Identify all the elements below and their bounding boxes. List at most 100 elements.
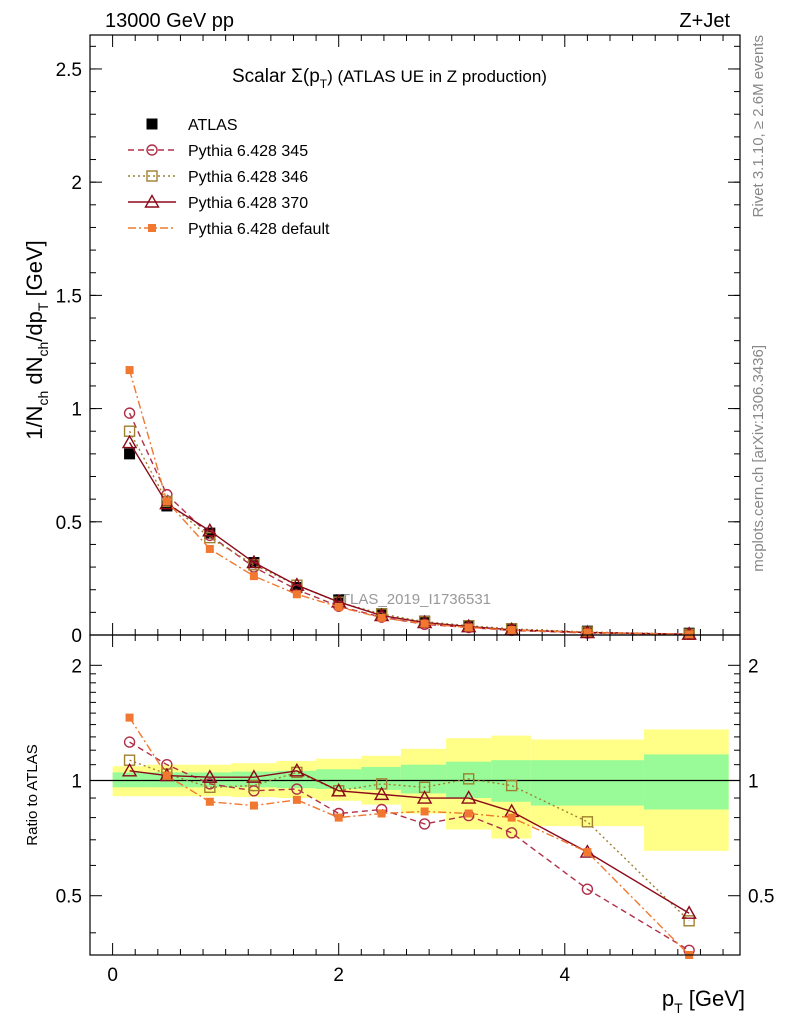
- process-label: Z+Jet: [679, 10, 730, 32]
- main-ylabel: 1/Nch dNch/dpT [GeV]: [22, 240, 51, 440]
- ratio-data-point: [460, 790, 477, 804]
- ratio-data-point: [162, 771, 171, 780]
- ratio-data-point: [125, 713, 134, 722]
- ratio-ytick-label: 0.5: [56, 887, 82, 908]
- xlabel: pT [GeV]: [662, 986, 745, 1016]
- legend-item: Pythia 6.428 370: [128, 194, 308, 212]
- ratio-data-point: [377, 809, 386, 818]
- main-data-point: [121, 434, 138, 449]
- ratio-band-inner: [231, 771, 277, 788]
- ratio-data-point: [330, 782, 347, 797]
- ratio-data-point: [418, 818, 431, 830]
- legend: ATLAS Pythia 6.428 345 Pythia 6.428 346 Pyt…: [128, 117, 330, 238]
- main-ytick-label: 0.5: [56, 513, 82, 534]
- main-data-point: [583, 628, 592, 637]
- main-data-point: [333, 594, 345, 606]
- main-data-point: [204, 531, 216, 544]
- main-data-point: [377, 613, 386, 622]
- ratio-xtick-label: 2: [333, 965, 344, 986]
- main-data-point: [124, 448, 136, 460]
- ratio-band-inner: [400, 764, 447, 794]
- ratio-band-inner: [316, 769, 362, 790]
- main-data-point: [685, 630, 694, 639]
- main-ytick-label: 1: [71, 400, 82, 421]
- ratio-data-point: [683, 915, 695, 927]
- ratio-data-point: [205, 797, 214, 806]
- ratio-data-point: [583, 848, 592, 857]
- ratio-series-pythia-6-428-default: [125, 713, 694, 959]
- ratio-band-inner: [643, 754, 729, 810]
- ratio-data-point: [462, 773, 475, 785]
- ratio-band-inner: [186, 772, 232, 788]
- main-data-point: [123, 407, 136, 419]
- legend-item: Pythia 6.428 346: [128, 169, 308, 186]
- ratio-data-point: [248, 779, 260, 792]
- main-data-point: [292, 590, 301, 599]
- ratio-ytick-label-right: 2: [748, 656, 759, 677]
- main-data-point: [334, 602, 343, 611]
- title-main: Scalar Σ(p: [232, 66, 320, 87]
- legend-item: Pythia 6.428 345: [128, 143, 308, 160]
- main-ylabel-text: 1/Nch dNch/dpT [GeV]: [22, 240, 51, 440]
- main-data-point: [291, 581, 303, 593]
- ratio-data-point: [334, 813, 343, 822]
- main-series: [121, 366, 697, 641]
- ratio-ytick-label-right: 0.5: [748, 887, 774, 908]
- ratio-series-line: [129, 741, 690, 951]
- title-sub: T: [320, 77, 328, 91]
- main-series-line: [128, 369, 690, 636]
- ratio-data-point: [289, 762, 305, 777]
- ratio-series-line: [128, 717, 690, 956]
- ratio-data-point: [416, 790, 433, 804]
- main-data-point: [162, 497, 171, 506]
- legend-label: Pythia 6.428 345: [188, 143, 308, 160]
- ratio-data-point: [202, 769, 218, 783]
- legend-marker: [146, 118, 158, 130]
- legend-item: Pythia 6.428 default: [128, 221, 330, 238]
- legend-marker: [148, 224, 156, 232]
- legend-marker: [144, 194, 160, 208]
- legend-label: ATLAS: [188, 117, 238, 134]
- mcplots-label: mcplots.cern.ch [arXiv:1306.3436]: [750, 345, 767, 572]
- ratio-data-point: [464, 809, 473, 818]
- ratio-data-point: [291, 783, 303, 795]
- main-data-point: [464, 623, 473, 632]
- legend-marker: [146, 144, 158, 156]
- legend-label: Pythia 6.428 370: [188, 195, 308, 212]
- main-data-point: [249, 572, 258, 581]
- legend-marker: [146, 170, 158, 182]
- ratio-xtick-label: 0: [107, 965, 118, 986]
- ratio-data-point: [292, 795, 301, 804]
- ratio-data-point: [373, 786, 390, 801]
- ratio-series-line: [129, 770, 690, 914]
- ratio-ytick-label: 2: [71, 656, 82, 677]
- ratio-data-point: [121, 762, 138, 777]
- main-series-pythia-6-428-default: [125, 366, 694, 639]
- main-ytick-label: 0: [71, 626, 82, 647]
- main-ytick-label: 1.5: [56, 286, 82, 307]
- analysis-watermark: ATLAS_2019_I1736531: [332, 591, 491, 608]
- ratio-ytick-label: 1: [71, 772, 82, 793]
- rivet-label: Rivet 3.1.10, ≥ 2.6M events: [750, 35, 767, 218]
- main-data-point: [205, 544, 214, 553]
- main-data-point: [507, 626, 516, 635]
- main-data-point: [246, 554, 262, 569]
- main-data-point: [202, 522, 218, 537]
- ratio-series-line: [129, 759, 690, 922]
- legend-label: Pythia 6.428 default: [188, 221, 330, 238]
- ratio-data-point: [505, 827, 518, 839]
- ratio-xtick-label: 4: [559, 965, 570, 986]
- main-data-point: [376, 608, 388, 620]
- ratio-data-point: [681, 905, 697, 919]
- main-title: Scalar Σ(pT) (ATLAS UE in Z production): [232, 66, 547, 91]
- energy-label: 13000 GeV pp: [105, 10, 234, 32]
- main-data-point: [289, 577, 305, 591]
- legend-label: Pythia 6.428 346: [188, 169, 308, 186]
- legend-item: ATLAS: [146, 117, 238, 134]
- ratio-data-point: [581, 883, 594, 895]
- main-series-atlas: [124, 448, 695, 639]
- ratio-frame: [89, 634, 741, 956]
- main-ytick-label: 2: [71, 173, 82, 194]
- main-axes: 0 0.5 1 1.5 2 2.5: [56, 34, 741, 647]
- main-data-point: [125, 366, 134, 375]
